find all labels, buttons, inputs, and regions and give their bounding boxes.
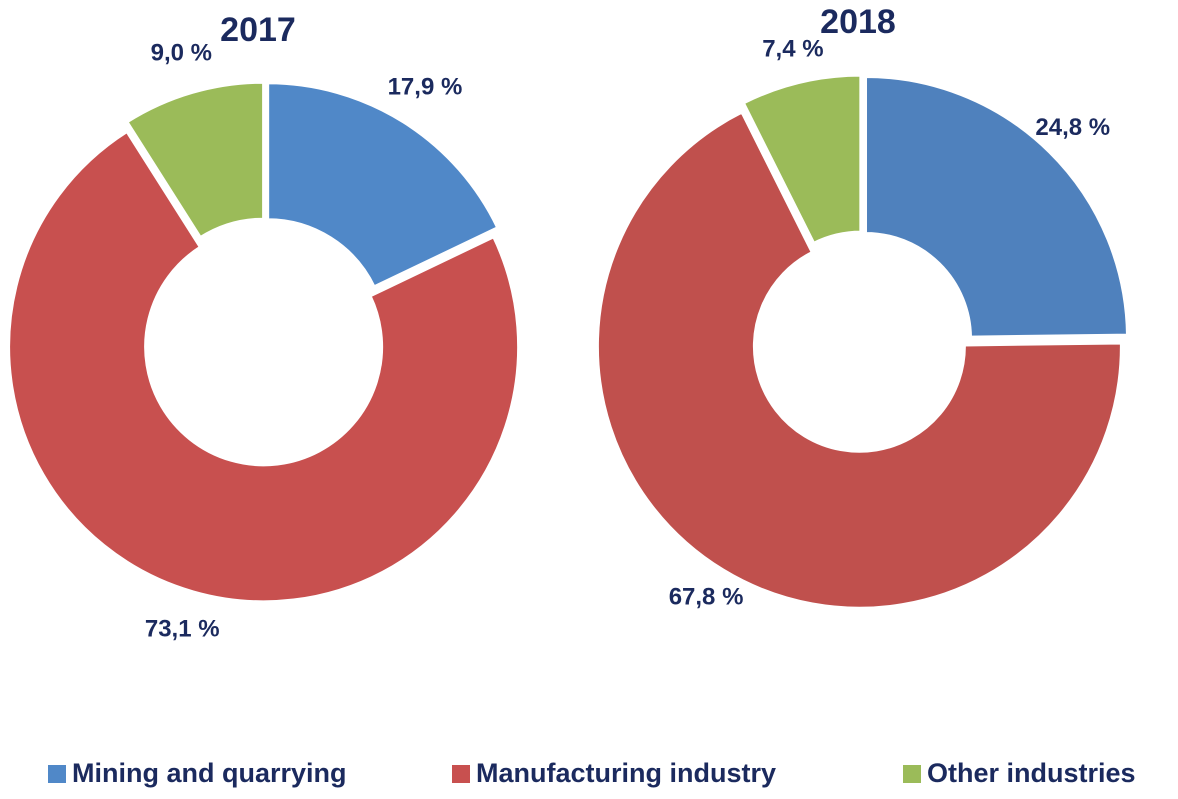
legend-label: Manufacturing industry <box>476 758 776 788</box>
data-label: 17,9 % <box>388 74 463 101</box>
data-label: 9,0 % <box>151 39 212 66</box>
donut-slice <box>266 81 500 289</box>
legend-label: Mining and quarrying <box>72 758 347 788</box>
data-label: 24,8 % <box>1035 114 1110 141</box>
data-label: 7,4 % <box>762 35 823 62</box>
donut-slice <box>7 129 521 604</box>
legend-swatch <box>903 765 921 783</box>
legend-label: Other industries <box>927 758 1136 788</box>
donut-slice <box>595 110 1123 610</box>
donut-slice <box>124 80 266 240</box>
chart-title: 2018 <box>820 3 896 41</box>
data-label: 73,1 % <box>145 616 220 643</box>
donut-slice <box>741 73 863 246</box>
chart-title: 2017 <box>220 11 296 49</box>
legend-swatch <box>48 765 66 783</box>
data-label: 67,8 % <box>669 584 744 611</box>
donut-slice <box>864 74 1130 339</box>
legend-swatch <box>452 765 470 783</box>
